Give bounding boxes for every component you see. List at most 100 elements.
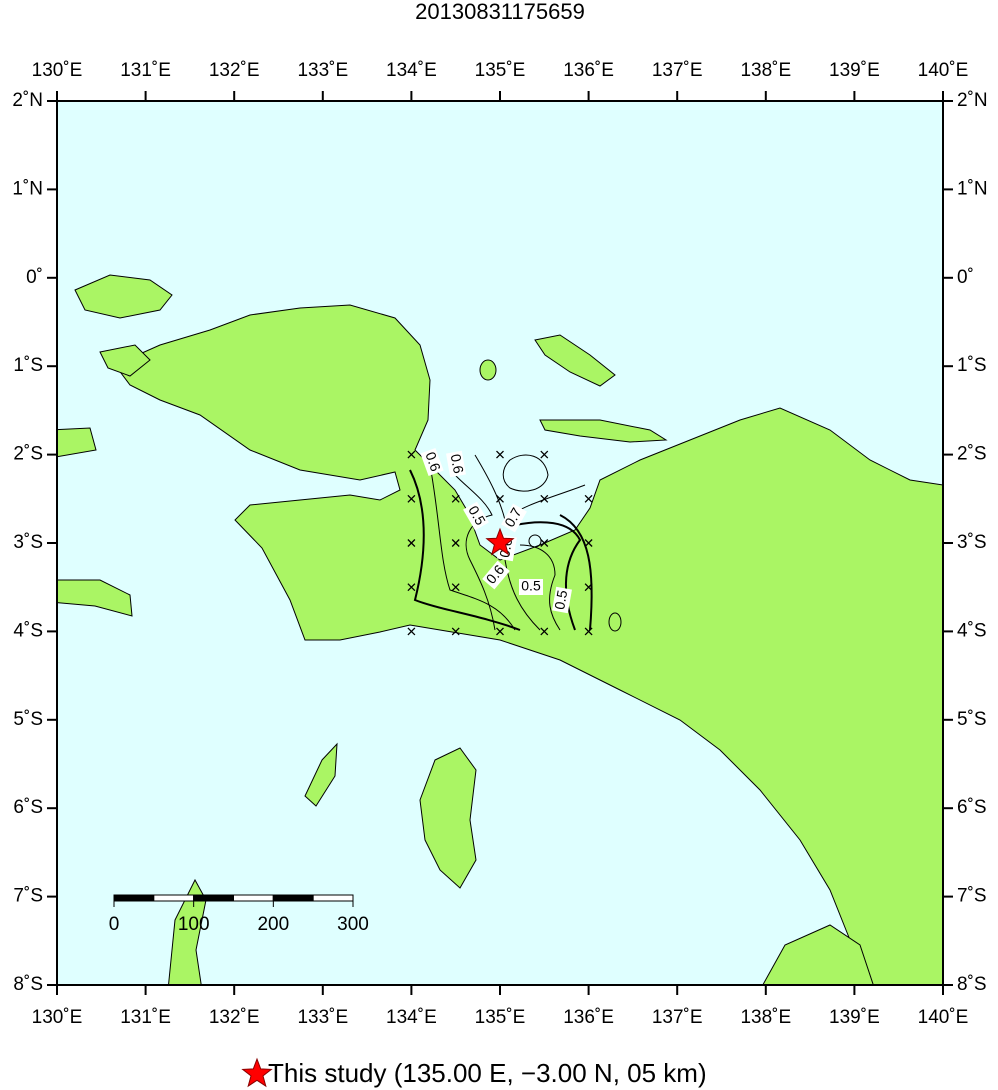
lon-tick-label: 136˚E: [563, 1007, 614, 1028]
lon-tick-label: 130˚E: [32, 60, 83, 81]
contour-label: 0.5: [551, 589, 570, 611]
lon-tick-label: 139˚E: [829, 60, 880, 81]
station-cross: [584, 627, 593, 636]
lat-tick-label: 6˚S: [957, 797, 987, 818]
lon-tick-label: 135˚E: [475, 1007, 526, 1028]
station-cross: [407, 539, 416, 547]
scale-bar-segment: [233, 894, 274, 902]
station-cross: [496, 450, 504, 459]
station: [407, 627, 416, 636]
lat-tick-label: 1˚S: [957, 355, 987, 376]
lat-tick-label: 2˚S: [13, 444, 43, 465]
contour-label: 0.6: [448, 453, 467, 475]
station: [496, 627, 504, 636]
station: [407, 494, 416, 503]
station: [451, 627, 460, 636]
seram: [57, 579, 133, 617]
station: [584, 539, 593, 547]
contour: [454, 474, 496, 631]
lon-tick-label: 134˚E: [386, 60, 437, 81]
contour-label-bg: [446, 450, 466, 478]
lat-tick-label: 3˚S: [13, 532, 43, 553]
lat-tick-label: 2˚N: [957, 90, 988, 111]
station-cross: [451, 583, 460, 592]
waigeo: [74, 274, 173, 319]
station-cross: [584, 539, 593, 547]
station: [584, 583, 593, 592]
lat-tick-label: 1˚N: [957, 178, 988, 199]
lon-tick-label: 135˚E: [475, 60, 526, 81]
station: [407, 583, 416, 592]
contour-label: 0.6: [422, 450, 444, 474]
lat-tick-label: 5˚S: [957, 709, 987, 730]
scale-bar-segment: [193, 894, 235, 902]
numfor: [479, 359, 497, 381]
contour-label-bg: [482, 560, 510, 590]
aru-islands: [419, 747, 477, 889]
map-title: 20130831175659: [415, 0, 585, 24]
lat-tick-label: 2˚N: [12, 90, 43, 111]
station: [496, 494, 504, 503]
station: [451, 539, 460, 547]
lat-tick-label: 4˚S: [957, 620, 987, 641]
lon-tick-label: 139˚E: [829, 1007, 880, 1028]
lon-tick-label: 138˚E: [740, 60, 791, 81]
contour-label: 0.5: [521, 578, 541, 594]
station-cross: [540, 450, 549, 459]
contour: [528, 534, 542, 548]
misool: [57, 427, 97, 458]
station-cross: [584, 494, 593, 503]
scale-bar-label: 300: [337, 914, 369, 935]
lat-tick-label: 2˚S: [957, 444, 987, 465]
lat-tick-label: 8˚S: [13, 974, 43, 995]
contour: [429, 464, 516, 631]
lon-tick-label: 137˚E: [652, 60, 703, 81]
land: [57, 274, 943, 985]
contour-label-bg: [420, 447, 444, 477]
station-cross: [407, 583, 416, 592]
lon-tick-label: 133˚E: [297, 60, 348, 81]
contour: [559, 514, 593, 631]
contour-label-bg: [552, 586, 572, 614]
lon-tick-label: 136˚E: [563, 60, 614, 81]
contour: [502, 454, 549, 492]
station: [451, 494, 460, 503]
contour-label-bg: [463, 501, 489, 531]
epicenter-star: [485, 527, 515, 556]
lat-tick-label: 1˚S: [13, 355, 43, 376]
scale-bar-label: 200: [257, 914, 289, 935]
lat-tick-label: 0˚: [957, 267, 974, 288]
scale-bar-segment: [312, 894, 354, 902]
lon-tick-label: 131˚E: [120, 1007, 171, 1028]
scale-bar-segment: [153, 894, 195, 902]
lat-tick-label: 0˚: [26, 267, 43, 288]
station: [540, 539, 549, 547]
station-cross: [540, 627, 549, 636]
station: [407, 539, 416, 547]
legend-star: [241, 1057, 273, 1088]
station: [584, 494, 593, 503]
lon-tick-label: 134˚E: [386, 1007, 437, 1028]
station-cross: [496, 627, 504, 636]
lon-tick-label: 132˚E: [209, 1007, 260, 1028]
frederik-hendrik-island: [762, 924, 874, 985]
lat-tick-label: 7˚S: [957, 886, 987, 907]
scale-bar-label: 0: [109, 914, 120, 935]
station-cross: [407, 627, 416, 636]
station-cross: [451, 627, 460, 636]
station-cross: [584, 583, 593, 592]
lon-tick-label: 137˚E: [652, 1007, 703, 1028]
lat-tick-label: 6˚S: [13, 797, 43, 818]
station-cross: [451, 494, 460, 503]
legend-text: This study (135.00 E, −3.00 N, 05 km): [268, 1058, 707, 1088]
small-island: [608, 612, 622, 632]
station: [451, 583, 460, 592]
station: [407, 450, 416, 459]
lon-tick-label: 132˚E: [209, 60, 260, 81]
kai-islands: [304, 742, 338, 807]
lat-tick-label: 5˚S: [13, 709, 43, 730]
contour-label-bg: [501, 503, 527, 533]
scale-bar-segment: [272, 894, 314, 902]
salawati: [99, 344, 151, 377]
